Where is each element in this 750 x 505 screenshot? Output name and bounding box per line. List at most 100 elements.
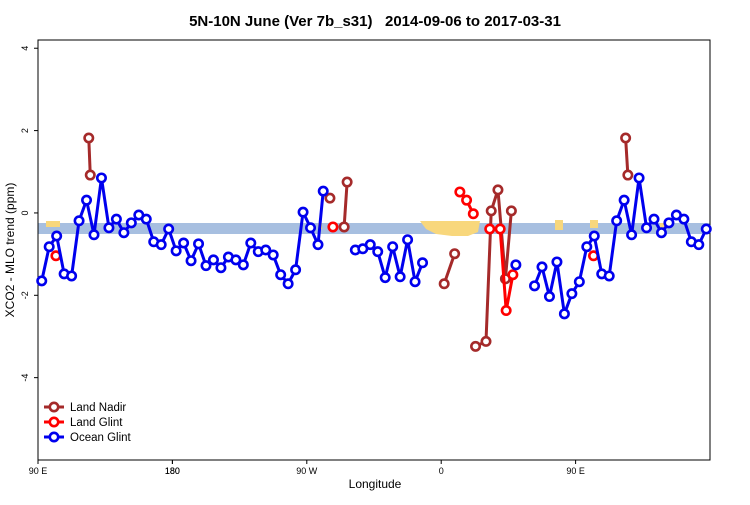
land-patch [555,220,563,230]
data-point [470,340,482,352]
data-point [558,308,570,320]
data-point [155,239,167,251]
land-patch [660,223,665,228]
data-point [402,234,414,246]
data-point [618,194,630,206]
data-point [611,215,623,227]
data-point [536,261,548,273]
legend-marker [48,416,60,428]
data-point [245,237,257,249]
data-point [84,169,96,181]
data-point [620,132,632,144]
data-point [185,255,197,267]
x-tick-label: 180 [165,466,180,476]
data-point [461,194,473,206]
data-point [566,288,578,300]
data-point [387,241,399,253]
plot-frame [37,39,711,461]
data-point [43,241,55,253]
data-point [603,270,615,282]
y-axis-title: XCO2 - MLO trend (ppm) [3,183,17,318]
data-point [317,185,329,197]
data-point [341,176,353,188]
data-point [409,276,421,288]
legend-marker [48,401,60,413]
chart-title: 5N-10N June (Ver 7b_s31) 2014-09-06 to 2… [189,13,561,30]
data-point [394,271,406,283]
data-point [95,172,107,184]
data-point [543,291,555,303]
data-point [485,205,497,217]
data-point [140,213,152,225]
data-point [290,264,302,276]
data-point [693,239,705,251]
data-point [505,205,517,217]
land-patch [420,221,480,236]
data-point [73,215,85,227]
x-axis-title: Longitude [349,477,402,491]
land-patch [46,221,60,227]
data-point [678,213,690,225]
data-point [305,222,317,234]
legend-marker [48,431,60,443]
ocean-strip [38,223,710,234]
y-tick-label: 0 [20,210,30,215]
series [50,186,598,315]
data-point [81,194,93,206]
legend-label: Land Glint [70,417,123,429]
data-point [655,227,667,239]
data-point [663,217,675,229]
x-tick-label: 90 E [566,466,585,476]
y-tick-label: -2 [20,291,30,299]
data-point [338,221,350,233]
data-point [510,259,522,271]
data-point [588,230,600,242]
series [83,132,634,352]
data-point [467,208,479,220]
data-point [275,269,287,281]
legend-label: Land Nadir [70,402,126,414]
data-point [484,223,496,235]
data-point [170,245,182,257]
data-point [103,222,115,234]
data-point [700,223,712,235]
data-point [36,275,48,287]
data-point [282,278,294,290]
land-patch [590,220,598,228]
x-tick-label: 0 [439,466,444,476]
data-point [200,260,212,272]
y-tick-label: -4 [20,374,30,382]
data-point [492,184,504,196]
data-point [633,172,645,184]
data-point [454,186,466,198]
data-point [327,221,339,233]
data-point [507,269,519,281]
data-point [641,222,653,234]
data-point [581,241,593,253]
data-point [163,223,175,235]
data-point [178,237,190,249]
data-point [230,254,242,266]
data-point [88,229,100,241]
data-point [417,257,429,269]
data-point [480,335,492,347]
series [36,172,712,320]
data-point [215,262,227,274]
data-point [110,213,122,225]
data-point [125,217,137,229]
data-point [118,227,130,239]
data-point [312,239,324,251]
data-point [529,280,541,292]
data-point [438,278,450,290]
data-point [83,132,95,144]
data-point [297,206,309,218]
y-tick-label: 2 [20,128,30,133]
data-point [494,223,506,235]
surface-strip [38,220,710,236]
y-tick-label: 4 [20,46,30,51]
data-point [51,230,63,242]
data-point [551,256,563,268]
x-tick-label: 90 E [29,466,48,476]
data-point [193,238,205,250]
